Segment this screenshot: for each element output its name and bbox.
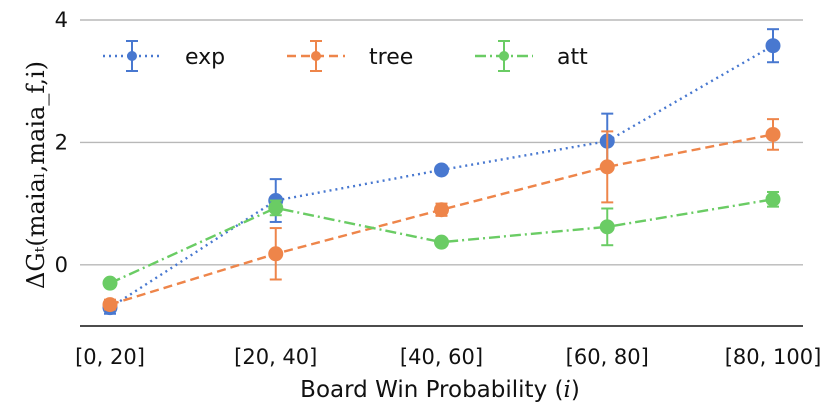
legend-label: tree xyxy=(369,45,413,70)
series-att xyxy=(102,190,781,291)
legend-label: att xyxy=(557,45,588,70)
axes: 0 2 4 [0, 20] [20, 40] [40, 60] [60, 80] [80, 1… xyxy=(55,8,822,369)
y-axis-label: ΔGₜ(maiaₗ,maia_f,i) xyxy=(22,61,50,289)
x-tick-label: [0, 20] xyxy=(75,345,145,369)
data-point xyxy=(268,200,284,216)
y-tick-label: 0 xyxy=(55,253,68,277)
y-tick-label: 2 xyxy=(55,130,68,154)
legend: exp tree att xyxy=(103,40,588,72)
data-point xyxy=(765,38,781,54)
gridlines xyxy=(80,19,803,266)
x-tick-label: [60, 80] xyxy=(566,345,649,369)
data-point xyxy=(765,191,781,207)
x-tick-label: [80, 100] xyxy=(725,345,822,369)
series-group xyxy=(102,28,781,316)
y-tick-label: 4 xyxy=(55,8,68,32)
series-exp xyxy=(102,28,781,316)
data-point xyxy=(434,162,449,178)
data-point xyxy=(102,297,118,313)
data-point xyxy=(434,202,449,218)
legend-marker xyxy=(499,51,509,61)
legend-marker xyxy=(311,51,321,61)
data-point xyxy=(434,234,449,250)
legend-label: exp xyxy=(185,45,225,70)
data-point xyxy=(268,246,284,262)
series-tree xyxy=(102,118,781,313)
legend-item-exp: exp xyxy=(103,40,225,72)
data-point xyxy=(599,159,615,175)
x-tick-label: [20, 40] xyxy=(234,345,317,369)
legend-item-tree: tree xyxy=(287,40,413,72)
legend-marker xyxy=(127,51,137,61)
series-line-tree xyxy=(109,133,774,306)
data-point xyxy=(102,275,118,291)
legend-item-att: att xyxy=(475,40,588,72)
x-tick-label: [40, 60] xyxy=(400,345,483,369)
data-point xyxy=(765,126,781,142)
x-axis-label: Board Win Probability (i) xyxy=(300,377,580,403)
data-point xyxy=(599,219,615,235)
